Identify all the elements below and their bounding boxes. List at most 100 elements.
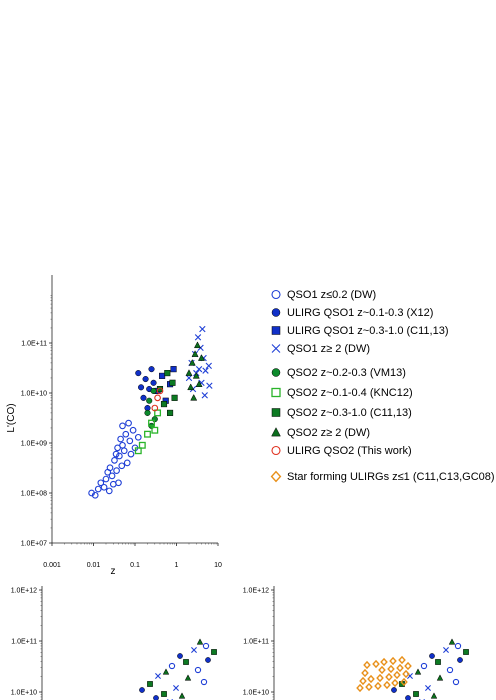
data-point — [171, 394, 178, 401]
data-point — [91, 491, 99, 499]
lower-y-tick-label: 1.0E+10 — [11, 690, 37, 697]
data-point — [140, 394, 147, 401]
lower-data-point — [383, 680, 391, 690]
lower-data-point — [374, 681, 382, 691]
legend-marker — [271, 308, 281, 317]
data-point — [111, 456, 118, 464]
lower-data-point — [194, 666, 202, 674]
lower-data-point — [413, 691, 419, 697]
lower-data-point — [429, 653, 435, 659]
legend-marker — [271, 368, 281, 377]
data-point — [123, 459, 131, 467]
data-point — [148, 419, 155, 427]
data-point — [138, 384, 145, 391]
data-point — [190, 393, 198, 401]
legend-label: QSO2 z~0.1-0.4 (KNC12) — [287, 387, 413, 399]
data-point — [144, 409, 151, 416]
data-point — [127, 450, 135, 458]
data-point — [202, 367, 209, 374]
lower-data-point — [380, 657, 388, 667]
lower-scatter — [356, 638, 469, 700]
data-point — [146, 397, 153, 404]
lower-data-point — [396, 663, 404, 673]
data-point — [154, 394, 161, 402]
legend-label: Star forming ULIRGs z≤1 (C11,C13,GC08) — [287, 471, 495, 483]
data-point — [94, 485, 102, 493]
lower-data-point — [184, 674, 192, 681]
data-point — [197, 354, 205, 361]
lower-data-point — [398, 655, 406, 665]
data-point — [144, 430, 151, 438]
lower-data-point — [402, 669, 410, 679]
data-point — [119, 422, 126, 430]
lower-data-point — [359, 676, 367, 686]
data-point — [160, 401, 168, 408]
y-tick-label: 1.0E+09 — [21, 441, 47, 448]
y-tick-label: 1.0E+08 — [21, 491, 47, 498]
data-point — [97, 479, 105, 487]
data-point — [187, 383, 195, 391]
lower-data-point — [361, 668, 369, 678]
data-point — [116, 452, 123, 460]
series-8 — [151, 387, 164, 412]
legend-label: QSO1 z≥ 2 (DW) — [287, 343, 370, 355]
data-point — [192, 371, 200, 379]
data-point — [156, 385, 164, 393]
data-point — [142, 376, 149, 383]
lower-data-point — [443, 647, 449, 653]
legend-label: ULIRG QSO1 z~0.1-0.3 (X12) — [287, 307, 433, 319]
lower-data-point — [205, 657, 211, 663]
data-point — [201, 392, 208, 399]
lower-data-point — [385, 672, 393, 682]
lower-data-point — [404, 661, 412, 671]
legend-marker — [271, 387, 281, 398]
x-tick-label: 0.001 — [43, 562, 61, 569]
data-point — [150, 387, 157, 394]
lower-data-point — [448, 638, 456, 645]
lower-data-point — [446, 666, 454, 674]
data-point — [170, 366, 177, 373]
lower-data-point — [387, 664, 395, 674]
lower-data-point — [161, 691, 167, 697]
data-point — [135, 370, 142, 377]
lower-data-point — [425, 685, 431, 691]
lower-data-point — [211, 649, 217, 655]
lower-data-point — [430, 692, 438, 699]
lower-data-point — [162, 668, 170, 675]
lower-data-point — [376, 673, 384, 683]
lower-y-tick-label: 1.0E+11 — [243, 639, 269, 646]
lower-data-point — [202, 642, 210, 650]
legend-label: QSO2 z~0.2-0.3 (VM13) — [287, 367, 406, 379]
data-point — [122, 430, 130, 438]
data-point — [119, 441, 126, 449]
lower-data-point — [457, 657, 463, 663]
data-point — [159, 372, 166, 379]
lower-data-point — [435, 659, 441, 665]
data-point — [194, 334, 202, 341]
data-point — [156, 387, 164, 395]
data-point — [106, 464, 114, 472]
lower-data-point — [196, 638, 204, 645]
legend-label: QSO2 z~0.3-1.0 (C11,13) — [287, 407, 412, 419]
series-6 — [156, 370, 178, 416]
lower-data-point — [155, 673, 161, 679]
data-point — [125, 419, 132, 427]
lower-data-point — [405, 695, 411, 700]
legend-label: ULIRG QSO1 z~0.3-1.0 (C11,13) — [287, 325, 449, 337]
x-axis-label: z — [111, 566, 116, 577]
data-point — [185, 369, 193, 376]
data-point — [102, 475, 110, 483]
legend-marker — [271, 408, 281, 417]
y-tick-label: 1.0E+07 — [21, 541, 47, 548]
lower-data-point — [391, 678, 399, 688]
data-point — [195, 365, 203, 373]
lower-y-tick-label: 1.0E+10 — [243, 690, 269, 697]
lower-data-point — [178, 692, 186, 699]
x-tick-label: 10 — [214, 562, 222, 569]
data-point — [154, 409, 162, 417]
lower-y-tick-label: 1.0E+11 — [11, 639, 37, 646]
y-axis-label: L'(CO) — [6, 403, 17, 432]
data-point — [108, 472, 116, 480]
data-point — [167, 409, 174, 416]
